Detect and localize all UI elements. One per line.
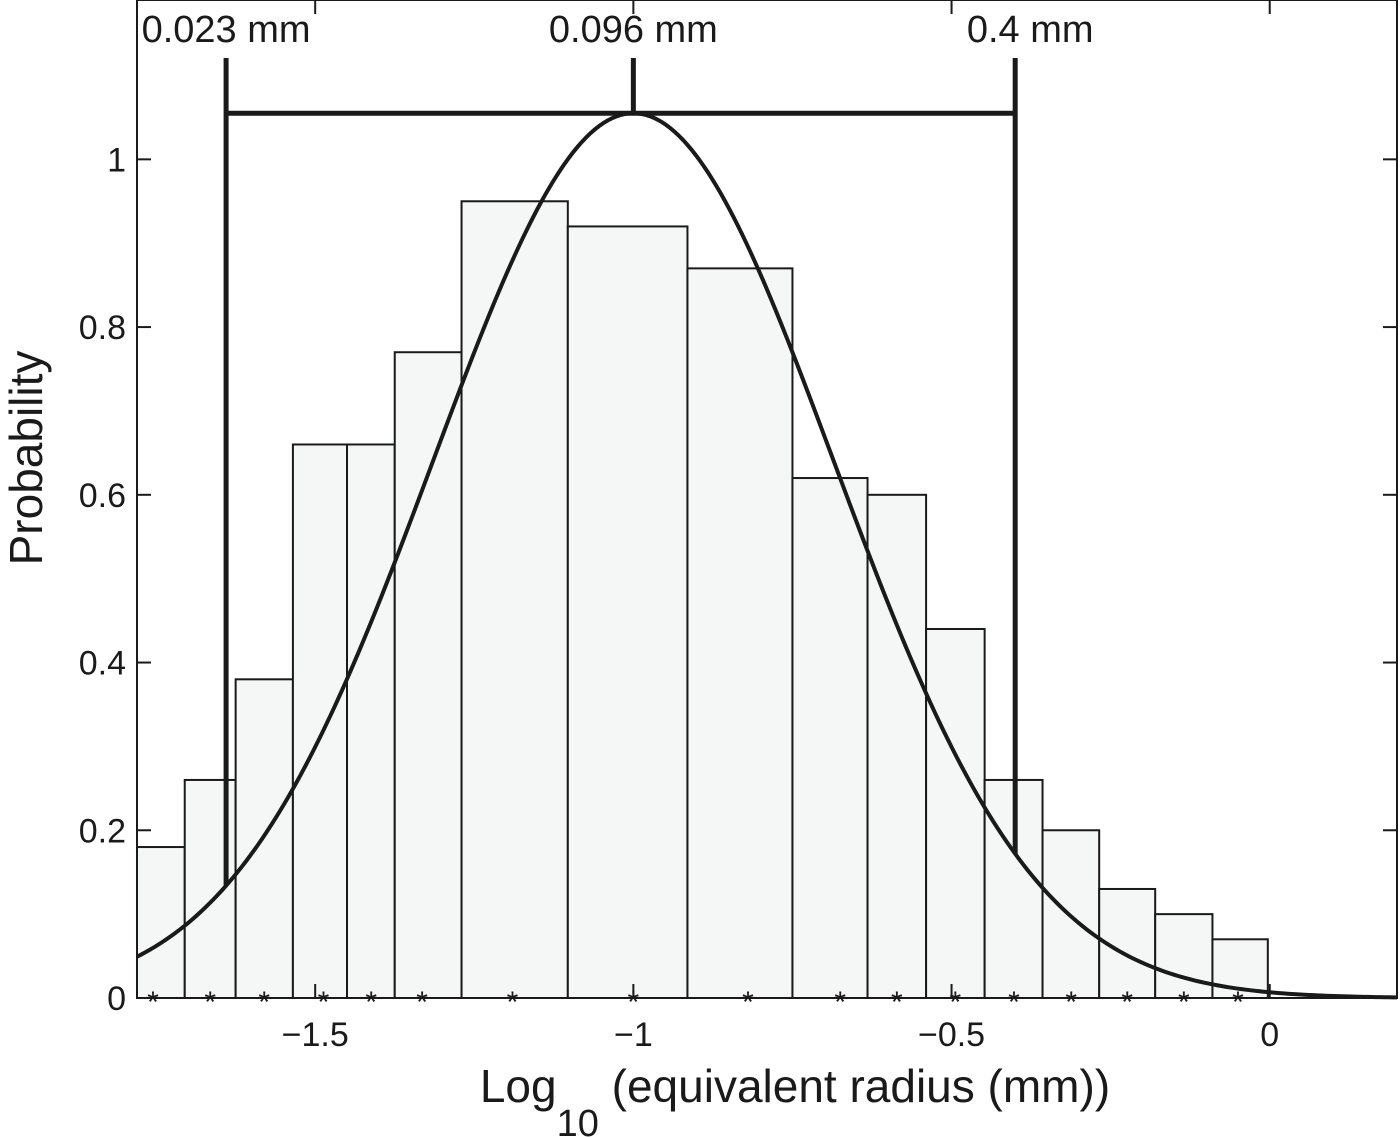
y-tick-label: 0 (107, 980, 126, 1018)
x-axis-title-rest: (equivalent radius (mm)) (599, 1060, 1110, 1112)
x-tick-labels: −1.5 −1 −0.5 0 (282, 1016, 1280, 1054)
histogram-bar (393, 351, 463, 999)
x-axis-title: Log10 (equivalent radius (mm)) (480, 1060, 1110, 1138)
bin-marker: * (318, 986, 330, 1019)
y-axis-title: Probability (0, 351, 52, 566)
histogram-bar (566, 225, 689, 1000)
bin-marker: * (258, 986, 270, 1019)
bin-marker: * (891, 986, 903, 1019)
bin-markers: * * * * * * * * * * * * * * * * * (147, 986, 1244, 1019)
y-tick-label: 0.6 (79, 477, 126, 515)
histogram-bar (791, 477, 869, 999)
gaussian-fit-curve (136, 111, 1398, 1000)
bin-marker: * (834, 986, 846, 1019)
x-tick-label: 0 (1260, 1016, 1279, 1054)
x-tick-label: −0.5 (918, 1016, 985, 1054)
y-tick-labels: 0 0.2 0.4 0.6 0.8 1 (79, 141, 126, 1018)
bin-marker: * (950, 986, 962, 1019)
y-tick-label: 1 (107, 141, 126, 179)
bin-marker: * (507, 986, 519, 1019)
histogram-bar (1098, 887, 1157, 999)
y-tick-label: 0.4 (79, 645, 126, 683)
histogram-bar (925, 627, 986, 999)
bin-marker: * (365, 986, 377, 1019)
size-annotation-label: 0.096 mm (549, 9, 718, 51)
y-tick-label: 0.2 (79, 812, 126, 850)
size-annotation-label: 0.4 mm (967, 9, 1094, 51)
bin-marker: * (1232, 986, 1244, 1019)
bin-marker: * (147, 986, 159, 1019)
size-annotation-label: 0.023 mm (142, 9, 311, 51)
x-axis-title-subscript: 10 (557, 1103, 599, 1138)
bin-marker: * (204, 986, 216, 1019)
bin-marker: * (1008, 986, 1020, 1019)
size-range-bracket (223, 58, 1018, 886)
histogram-bar (460, 200, 569, 1000)
bin-marker: * (1065, 986, 1077, 1019)
histogram-bar (686, 267, 794, 999)
histogram-bar (136, 846, 186, 999)
x-tick-label: −1.5 (282, 1016, 349, 1054)
bin-marker: * (416, 986, 428, 1019)
bin-marker: * (628, 986, 640, 1019)
histogram-bar (346, 443, 396, 1000)
x-tick-label: −1 (614, 1016, 653, 1054)
size-annotations: 0.023 mm 0.096 mm 0.4 mm (142, 9, 1094, 51)
histogram-bar (291, 443, 348, 1000)
histogram-bars (136, 200, 1269, 1000)
bin-marker: * (1121, 986, 1133, 1019)
bin-marker: * (742, 986, 754, 1019)
bin-marker: * (1178, 986, 1190, 1019)
x-axis-title-main: Log (480, 1060, 557, 1112)
plot-frame (136, 0, 1398, 999)
y-tick-label: 0.8 (79, 309, 126, 347)
